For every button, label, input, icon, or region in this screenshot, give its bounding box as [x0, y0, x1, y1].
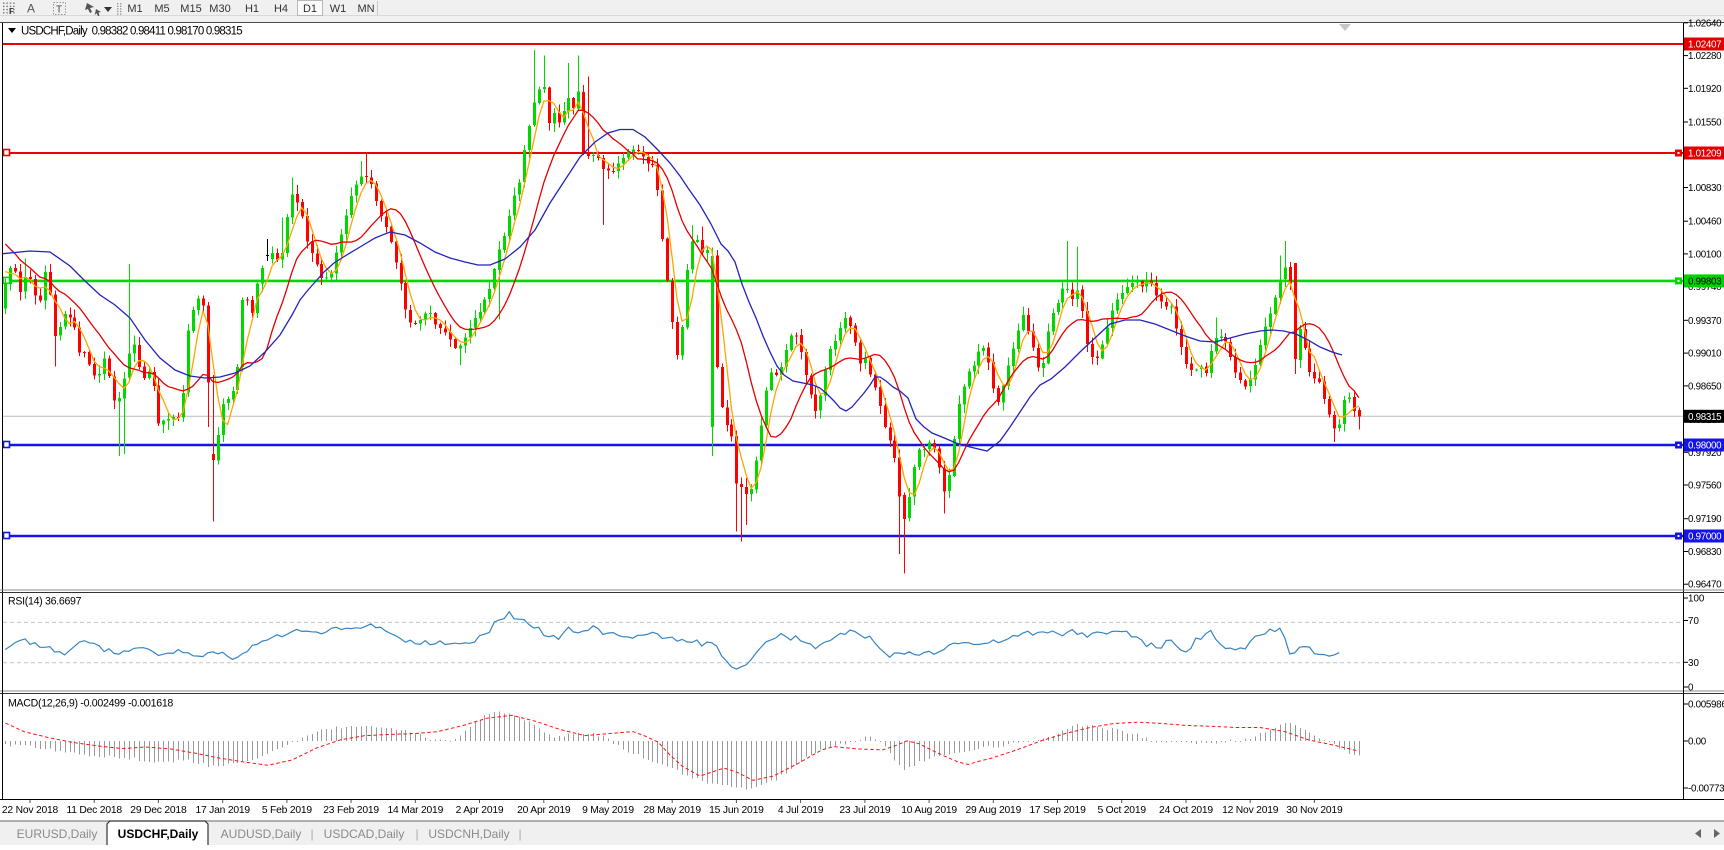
- svg-text:15 Jun 2019: 15 Jun 2019: [709, 805, 764, 816]
- svg-text:AUDUSD,Daily: AUDUSD,Daily: [221, 827, 302, 841]
- svg-text:USDCHF,Daily: USDCHF,Daily: [118, 827, 199, 841]
- svg-text:5 Oct 2019: 5 Oct 2019: [1098, 805, 1147, 816]
- svg-text:W1: W1: [330, 3, 347, 15]
- svg-text:1.02280: 1.02280: [1688, 51, 1722, 62]
- svg-text:-0.00773: -0.00773: [1688, 784, 1724, 795]
- svg-text:1.02407: 1.02407: [1688, 40, 1721, 51]
- svg-text:A: A: [27, 2, 35, 16]
- svg-text:|: |: [415, 827, 418, 841]
- svg-text:30 Nov 2019: 30 Nov 2019: [1286, 805, 1343, 816]
- svg-text:29 Aug 2019: 29 Aug 2019: [965, 805, 1021, 816]
- svg-text:20 Apr 2019: 20 Apr 2019: [517, 805, 571, 816]
- svg-text:0.99370: 0.99370: [1688, 316, 1722, 327]
- svg-text:17 Sep 2019: 17 Sep 2019: [1029, 805, 1086, 816]
- svg-text:1.01920: 1.01920: [1688, 84, 1722, 95]
- svg-text:MN: MN: [357, 3, 374, 15]
- svg-text:0.00: 0.00: [1688, 737, 1707, 748]
- svg-text:30: 30: [1688, 658, 1699, 669]
- svg-text:MACD(12,26,9) -0.002499 -0.001: MACD(12,26,9) -0.002499 -0.001618: [8, 698, 173, 710]
- svg-text:M5: M5: [154, 3, 169, 15]
- svg-text:1.00100: 1.00100: [1688, 249, 1722, 260]
- svg-text:0.96830: 0.96830: [1688, 547, 1722, 558]
- svg-text:T: T: [56, 5, 62, 16]
- svg-text:M1: M1: [127, 3, 142, 15]
- svg-text:|: |: [518, 827, 521, 841]
- svg-text:0.97190: 0.97190: [1688, 514, 1722, 525]
- svg-text:11 Dec 2018: 11 Dec 2018: [66, 805, 122, 816]
- svg-text:28 May 2019: 28 May 2019: [644, 805, 702, 816]
- svg-text:0.98650: 0.98650: [1688, 381, 1722, 392]
- svg-text:H4: H4: [274, 3, 288, 15]
- svg-text:0.97920: 0.97920: [1688, 448, 1722, 459]
- svg-text:F: F: [9, 7, 14, 16]
- svg-text:22 Nov 2018: 22 Nov 2018: [2, 805, 59, 816]
- svg-text:1.00460: 1.00460: [1688, 217, 1722, 228]
- svg-text:0.98315: 0.98315: [1688, 412, 1722, 423]
- svg-text:|: |: [310, 827, 313, 841]
- svg-text:5 Feb 2019: 5 Feb 2019: [262, 805, 313, 816]
- svg-text:0.99740: 0.99740: [1688, 282, 1722, 293]
- svg-text:0.005986: 0.005986: [1688, 700, 1724, 711]
- svg-text:D1: D1: [303, 3, 317, 15]
- svg-text:9 May 2019: 9 May 2019: [582, 805, 634, 816]
- svg-text:1.01209: 1.01209: [1688, 149, 1721, 160]
- svg-text:0.99010: 0.99010: [1688, 349, 1722, 360]
- svg-text:70: 70: [1688, 616, 1699, 627]
- svg-text:0.96470: 0.96470: [1688, 580, 1722, 591]
- svg-text:23 Jul 2019: 23 Jul 2019: [839, 805, 891, 816]
- svg-text:USDCNH,Daily: USDCNH,Daily: [428, 827, 509, 841]
- svg-text:USDCAD,Daily: USDCAD,Daily: [324, 827, 405, 841]
- svg-text:1.00830: 1.00830: [1688, 183, 1722, 194]
- svg-text:H1: H1: [245, 3, 259, 15]
- svg-text:24 Oct 2019: 24 Oct 2019: [1159, 805, 1213, 816]
- svg-text:23 Feb 2019: 23 Feb 2019: [323, 805, 379, 816]
- svg-text:100: 100: [1688, 594, 1705, 605]
- svg-text:0.97000: 0.97000: [1688, 532, 1722, 543]
- svg-text:EURUSD,Daily: EURUSD,Daily: [17, 827, 98, 841]
- svg-text:1.02640: 1.02640: [1688, 18, 1722, 29]
- svg-text:1.01550: 1.01550: [1688, 118, 1722, 129]
- svg-text:RSI(14) 36.6697: RSI(14) 36.6697: [8, 596, 82, 608]
- svg-text:10 Aug 2019: 10 Aug 2019: [901, 805, 957, 816]
- svg-text:0.97560: 0.97560: [1688, 481, 1722, 492]
- svg-text:M15: M15: [180, 3, 201, 15]
- svg-text:USDCHF,Daily 0.98382 0.98411: USDCHF,Daily 0.98382 0.98411 0.98170 0.9…: [21, 26, 242, 38]
- svg-text:0: 0: [1688, 683, 1694, 694]
- svg-text:17 Jan 2019: 17 Jan 2019: [195, 805, 250, 816]
- svg-text:M30: M30: [209, 3, 230, 15]
- svg-text:14 Mar 2019: 14 Mar 2019: [387, 805, 443, 816]
- svg-text:29 Dec 2018: 29 Dec 2018: [130, 805, 187, 816]
- svg-text:2 Apr 2019: 2 Apr 2019: [456, 805, 504, 816]
- svg-text:0.98000: 0.98000: [1688, 441, 1722, 452]
- svg-text:4 Jul 2019: 4 Jul 2019: [778, 805, 824, 816]
- svg-text:12 Nov 2019: 12 Nov 2019: [1222, 805, 1279, 816]
- svg-text:0.99803: 0.99803: [1688, 276, 1722, 287]
